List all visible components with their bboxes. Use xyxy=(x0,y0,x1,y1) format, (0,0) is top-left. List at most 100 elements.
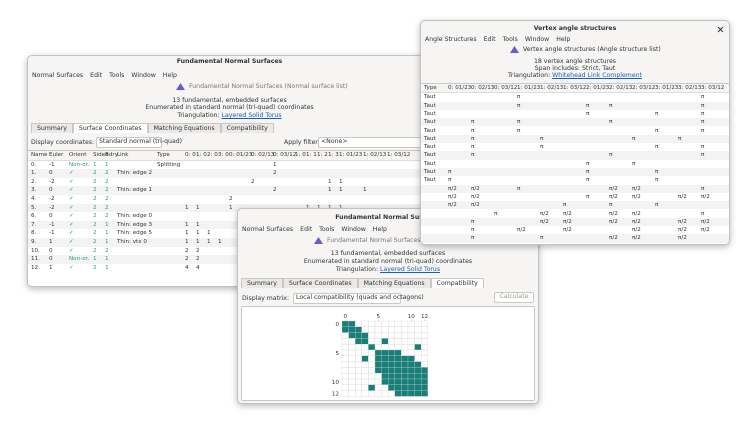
matrix-cell xyxy=(421,361,428,368)
matrix-cell xyxy=(414,320,422,327)
menu-item[interactable]: Window xyxy=(341,226,366,233)
icon xyxy=(176,83,185,90)
tab[interactable]: Matching Equations xyxy=(147,123,221,133)
cell: Thin: edge 3 xyxy=(117,221,153,228)
column-header: 1: 3 xyxy=(328,152,339,158)
matrix-cell xyxy=(355,326,362,333)
menu-item[interactable]: Edit xyxy=(300,226,313,233)
cell: 1 xyxy=(363,187,367,194)
window-title: Fundamental Normal Surfaces xyxy=(176,58,283,65)
tab[interactable]: Compatibility xyxy=(430,278,484,288)
cell: π xyxy=(609,202,613,209)
menu-item[interactable]: Window xyxy=(131,72,156,79)
menu-item[interactable]: Tools xyxy=(109,72,125,79)
cell: ✓ xyxy=(69,204,74,211)
menu-item[interactable]: Tools xyxy=(502,36,518,43)
menu-item[interactable]: Edit xyxy=(483,36,496,43)
cell: π xyxy=(517,127,521,134)
matrix-cell xyxy=(381,373,389,380)
matrix-cell xyxy=(361,338,369,345)
matrix-cell xyxy=(355,332,362,339)
triangulation-link[interactable]: Layered Solid Torus xyxy=(221,112,282,119)
cell: π xyxy=(586,160,590,167)
cell: 2 xyxy=(251,178,255,185)
matrix-cell xyxy=(414,378,422,385)
tab[interactable]: Surface Coordinates xyxy=(72,123,148,133)
cell: Taut xyxy=(424,135,436,142)
cell: π xyxy=(655,177,659,184)
menu-item[interactable]: Angle Structures xyxy=(425,36,477,43)
close-button[interactable] xyxy=(717,26,724,33)
table-row: Taut π π xyxy=(421,93,729,101)
menu-item[interactable]: Window xyxy=(524,36,550,43)
matrix-area: 0 0 5 5 10 10 12 12 xyxy=(241,306,535,401)
tab[interactable]: Surface Coordinates xyxy=(282,278,358,288)
cell: π xyxy=(586,169,590,175)
cell: π xyxy=(517,94,521,101)
cell: 2 xyxy=(105,170,109,177)
matrix-cell xyxy=(341,344,349,351)
cell: 1 xyxy=(196,204,200,211)
menu-item[interactable]: Normal Surfaces xyxy=(242,226,294,233)
matrix-cell xyxy=(368,332,376,339)
header-row: Name Euler Orient Sides Bdry Link Type 0: 0 1: 0… xyxy=(28,151,431,161)
cell: 1 xyxy=(207,230,211,237)
matrix-cell xyxy=(361,390,369,397)
cell: -1 xyxy=(49,221,55,228)
cell: 1 xyxy=(196,221,200,228)
menu-item[interactable]: Edit xyxy=(90,72,103,79)
matrix-cell xyxy=(421,326,428,333)
cell: π/2 xyxy=(678,227,687,234)
column-header: 1: 01/23 xyxy=(339,152,363,158)
dropdown[interactable]: Local compatibility (quads and octagons) xyxy=(293,293,424,304)
matrix-cell xyxy=(421,355,428,362)
matrix-cell xyxy=(361,355,369,362)
column-header: Sides xyxy=(93,152,109,158)
cell: ✓ xyxy=(69,247,74,254)
matrix-cell xyxy=(414,361,422,368)
cell: 1 xyxy=(49,239,53,245)
triangulation-line: Triangulation: Layered Solid Torus xyxy=(238,266,538,274)
tab[interactable]: Matching Equations xyxy=(357,278,431,288)
matrix-cell xyxy=(394,384,402,391)
cell: π/2 xyxy=(609,185,618,192)
cell: π xyxy=(471,227,475,234)
cell: π xyxy=(701,94,705,101)
matrix-cell xyxy=(388,367,395,374)
dropdown[interactable]: Standard normal (tri-quad) xyxy=(96,137,182,148)
cell: π/2 xyxy=(609,210,618,217)
menu-item[interactable]: Help xyxy=(162,72,177,79)
tab[interactable]: Summary xyxy=(241,278,283,288)
cell: 1 xyxy=(207,239,211,245)
cell: 2 xyxy=(105,196,109,202)
calculate-button[interactable]: Calculate xyxy=(494,292,534,303)
menu-item[interactable]: Help xyxy=(556,36,571,43)
menu-item[interactable]: Help xyxy=(372,226,387,233)
matrix-cell xyxy=(355,373,362,380)
table-row: π π π/2 π/2 π/2 xyxy=(421,234,729,243)
matrix-cell xyxy=(407,355,415,362)
cell: 1 xyxy=(105,221,109,228)
column-header: 1: 0 xyxy=(295,152,306,158)
matrix-cell xyxy=(381,384,389,391)
matrix-cell xyxy=(374,373,382,380)
menu-item[interactable]: Tools xyxy=(319,226,335,233)
cell: Thin: edge 5 xyxy=(117,230,153,237)
triangulation-link[interactable]: Whitehead Link Complement xyxy=(552,72,642,79)
cell: π xyxy=(632,135,636,142)
triangulation-link[interactable]: Layered Solid Torus xyxy=(380,266,441,273)
matrix-cell xyxy=(414,332,422,339)
cell: π/2 xyxy=(678,193,687,200)
menu-item[interactable]: Normal Surfaces xyxy=(32,72,84,79)
column-header: Euler xyxy=(49,152,64,158)
column-header: Type xyxy=(157,152,170,158)
dropdown[interactable]: <None> xyxy=(318,137,430,148)
table-row: Taut π π π xyxy=(421,168,729,177)
tab[interactable]: Summary xyxy=(31,123,73,133)
tab[interactable]: Compatibility xyxy=(220,123,274,133)
matrix-cell xyxy=(421,344,428,351)
matrix-cell xyxy=(341,384,349,391)
matrix-cell xyxy=(355,361,362,368)
matrix-cell xyxy=(355,320,362,327)
